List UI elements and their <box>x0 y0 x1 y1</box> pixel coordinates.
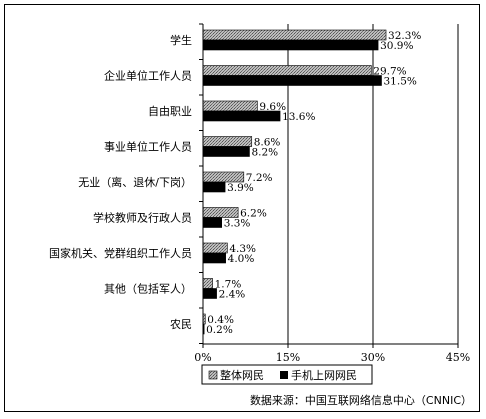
value-labels: 32.3%30.9% 29.7%31.5% 9.6%13.6% 8.6%8.2% 7.2… <box>206 30 421 336</box>
bar-overall <box>202 29 387 41</box>
legend-swatch-overall <box>208 370 218 380</box>
bar-overall <box>202 100 258 112</box>
chart-frame <box>4 4 480 412</box>
category-label: 自由职业 <box>148 104 192 118</box>
bars <box>202 29 387 335</box>
category-label: 学生 <box>170 33 192 47</box>
value-label-overall: 8.6% <box>254 137 281 149</box>
legend-label-mobile: 手机上网网民 <box>291 368 357 382</box>
category-label: 其他（包括军人） <box>104 282 192 296</box>
bar-overall <box>202 207 239 218</box>
value-label-mobile: 13.6% <box>282 111 315 123</box>
value-label-overall: 7.2% <box>246 172 273 184</box>
bar-overall <box>202 242 228 254</box>
x-tick-label: 0% <box>194 351 211 364</box>
value-label-mobile: 30.9% <box>380 40 413 52</box>
value-label-overall: 32.3% <box>388 30 421 42</box>
bar-mobile <box>202 75 382 86</box>
legend: 整体网民 手机上网网民 <box>201 364 373 385</box>
bar-mobile <box>202 252 226 264</box>
category-label: 学校教师及行政人员 <box>93 211 192 225</box>
category-label: 农民 <box>170 317 192 331</box>
value-label-overall: 1.7% <box>215 279 242 291</box>
value-label-overall: 9.6% <box>259 101 286 113</box>
value-label-mobile: 3.3% <box>224 218 251 230</box>
value-label-mobile: 31.5% <box>384 76 417 88</box>
bar-mobile <box>202 217 223 228</box>
value-label-mobile: 0.2% <box>206 324 233 336</box>
value-label-mobile: 4.0% <box>228 253 255 265</box>
value-label-mobile: 8.2% <box>251 147 278 159</box>
bar-overall <box>202 171 245 183</box>
category-label: 国家机关、党群组织工作人员 <box>49 246 192 260</box>
bar-mobile <box>202 146 250 157</box>
value-label-overall: 6.2% <box>240 208 267 220</box>
x-tick-label: 15% <box>276 351 300 364</box>
value-label-overall: 29.7% <box>373 66 406 78</box>
bar-overall <box>202 278 213 289</box>
value-label-overall: 0.4% <box>207 314 234 326</box>
category-label: 事业单位工作人员 <box>104 140 192 154</box>
bar-mobile <box>202 39 379 51</box>
value-label-mobile: 2.4% <box>219 289 246 301</box>
bar-overall <box>202 65 372 76</box>
bar-overall <box>202 136 253 147</box>
x-tick-label: 30% <box>361 351 385 364</box>
category-label: 企业单位工作人员 <box>104 69 192 83</box>
value-label-overall: 4.3% <box>229 243 256 255</box>
legend-swatch-mobile <box>280 371 288 379</box>
source-note: 数据来源：中国互联网络信息中心（CNNIC） <box>250 393 472 407</box>
axes <box>199 23 459 348</box>
value-label-mobile: 3.9% <box>227 182 254 194</box>
category-label: 无业（离、退休/下岗） <box>78 175 192 189</box>
legend-label-overall: 整体网民 <box>220 368 264 382</box>
x-tick-labels: 0% 15% 30% 45% <box>194 351 470 364</box>
x-tick-label: 45% <box>446 351 470 364</box>
bar-mobile <box>202 181 226 193</box>
